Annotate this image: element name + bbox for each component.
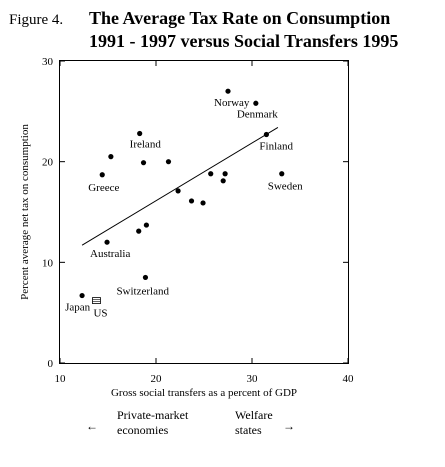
point-label: Sweden [268, 181, 303, 193]
trend-line [81, 127, 279, 246]
point-label: US [93, 308, 107, 320]
data-point [208, 171, 214, 177]
data-point [222, 171, 228, 177]
plot-frame [59, 60, 349, 364]
point-label: Australia [90, 248, 130, 260]
x-tick-label: 30 [247, 373, 259, 385]
data-point [79, 292, 85, 299]
private-market-label-line1: Private-market [117, 408, 189, 422]
y-tick-label: 30 [42, 56, 54, 68]
data-point [137, 130, 143, 137]
welfare-states-label-line1: Welfare [235, 408, 273, 422]
point-label: Switzerland [116, 285, 169, 297]
y-axis-label: Percent average net tax on consumption [19, 124, 31, 300]
data-point [108, 154, 114, 160]
welfare-states-label-line2: states [235, 423, 262, 437]
data-point [253, 100, 259, 106]
data-points [79, 88, 285, 304]
data-point [140, 160, 147, 166]
figure-title: Figure 4. The Average Tax Rate on Consum… [9, 8, 398, 51]
x-tick-label: 40 [343, 373, 355, 385]
data-point [175, 188, 181, 194]
title-line-2: 1991 - 1997 versus Social Transfers 1995 [89, 31, 398, 51]
point-label: Japan [65, 302, 91, 314]
data-point [188, 198, 195, 204]
us-flag-marker [92, 297, 101, 304]
y-tick-label: 10 [42, 257, 54, 269]
data-point [263, 131, 269, 138]
data-point [143, 222, 149, 228]
x-tick-label: 20 [151, 373, 163, 385]
point-label: Norway [214, 97, 250, 109]
data-point [99, 172, 105, 178]
flag-body [92, 297, 101, 304]
y-tick-label: 0 [48, 358, 54, 370]
point-label: Denmark [237, 108, 278, 120]
data-point [200, 200, 206, 206]
point-labels: Japan Ireland Greece Australia Switzerland No… [65, 97, 303, 319]
data-point [225, 88, 231, 94]
y-tick-label: 20 [42, 157, 54, 169]
title-line-1: The Average Tax Rate on Consumption [89, 8, 390, 28]
data-point [104, 239, 110, 245]
x-tick-label: 10 [55, 373, 67, 385]
data-point [279, 171, 285, 177]
data-point [142, 274, 149, 281]
point-label: Finland [259, 140, 293, 152]
left-arrow: ← [86, 419, 98, 433]
data-point [220, 178, 226, 184]
right-arrow: → [283, 419, 295, 433]
private-market-label-line2: economies [117, 423, 169, 437]
x-axis-label: Gross social transfers as a percent of G… [111, 387, 297, 399]
point-label: Greece [88, 182, 119, 194]
figure-number: Figure 4. [9, 12, 63, 28]
trend-line-layer [81, 127, 279, 246]
point-label: Ireland [130, 138, 162, 150]
data-point [165, 159, 172, 165]
footer-annotation: ← Private-market economies Welfare state… [86, 408, 295, 437]
data-point [136, 228, 142, 234]
